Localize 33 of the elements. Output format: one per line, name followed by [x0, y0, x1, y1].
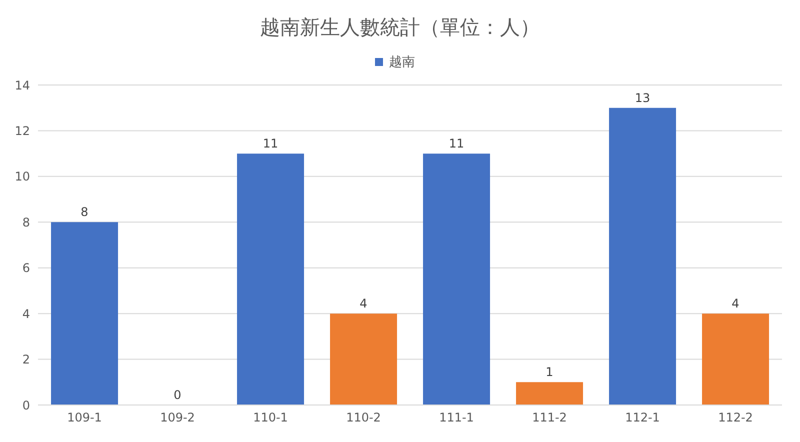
y-tick-label: 12 — [14, 124, 30, 138]
bar — [702, 314, 770, 405]
data-label: 4 — [732, 296, 740, 311]
bar — [51, 222, 118, 405]
data-label: 8 — [80, 205, 88, 220]
x-tick-label: 110-1 — [253, 410, 288, 425]
y-tick-label: 2 — [22, 352, 30, 367]
bar — [330, 314, 398, 405]
bar — [423, 154, 490, 405]
chart-title: 越南新生人數統計（單位：人） — [259, 14, 541, 41]
y-tick-label: 6 — [22, 261, 30, 276]
data-label: 11 — [262, 136, 278, 151]
y-tick-label: 8 — [22, 215, 30, 230]
y-tick-label: 10 — [14, 170, 30, 184]
x-tick-label: 112-1 — [625, 410, 660, 425]
data-label: 0 — [174, 388, 182, 402]
data-label: 11 — [448, 136, 464, 151]
legend-label: 越南 — [388, 54, 415, 71]
y-tick-label: 0 — [22, 398, 30, 412]
x-tick-label: 111-1 — [439, 410, 474, 425]
y-tick-label: 4 — [22, 306, 30, 321]
x-tick-label: 109-1 — [67, 410, 102, 425]
bar — [609, 108, 676, 405]
data-label: 4 — [360, 296, 368, 311]
bar — [237, 154, 304, 405]
x-tick-label: 109-2 — [160, 410, 195, 425]
bar — [516, 382, 584, 405]
y-tick-label: 14 — [14, 78, 30, 92]
x-tick-label: 112-2 — [718, 410, 753, 425]
data-label: 1 — [546, 365, 554, 380]
data-label: 13 — [634, 90, 650, 105]
x-tick-label: 111-2 — [532, 410, 567, 425]
x-tick-label: 110-2 — [346, 410, 381, 425]
